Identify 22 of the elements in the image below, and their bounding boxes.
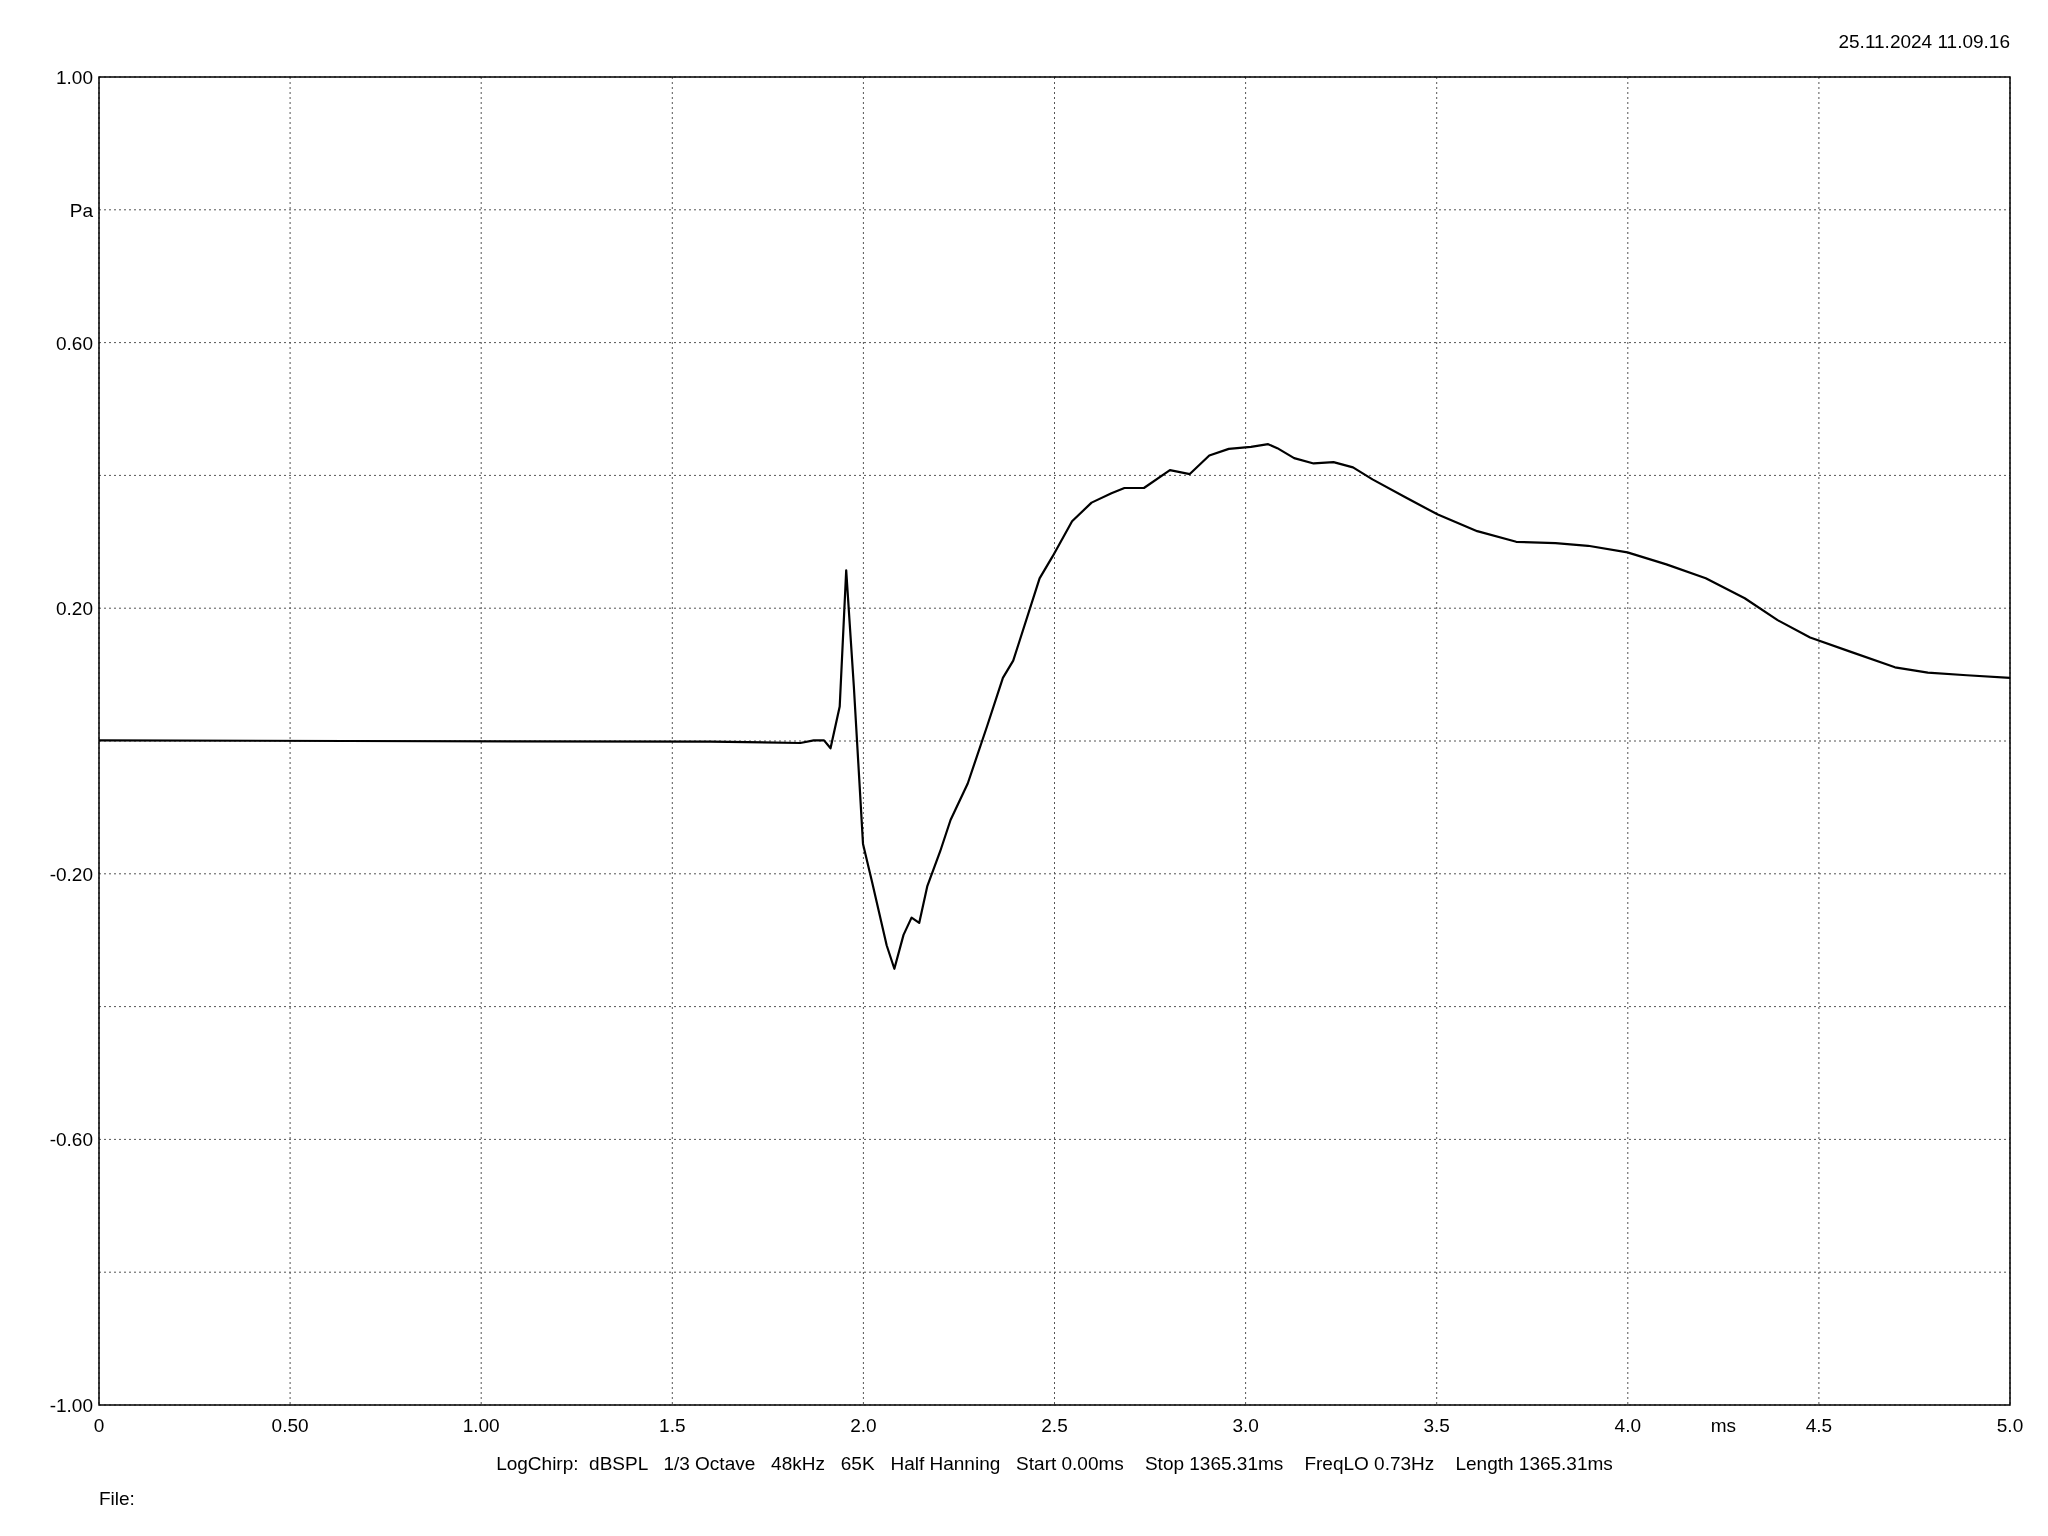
x-tick-label: 1.5	[659, 1415, 686, 1436]
x-tick-label: 0.50	[271, 1415, 309, 1436]
x-tick-label: 5.0	[1996, 1415, 2024, 1436]
x-axis-title: ms	[1710, 1415, 1737, 1436]
y-tick-label: 0.20	[56, 598, 93, 620]
x-tick-label: 3.0	[1232, 1415, 1259, 1436]
y-tick-label: -0.60	[49, 1129, 93, 1151]
x-tick-label: 3.5	[1423, 1415, 1450, 1436]
y-tick-label: Pa	[69, 199, 94, 221]
text: LogChirp: dBSPL 1/3 Octave 48kHz 65K Half Hanning Start 0.00ms Stop 1365.31ms FreqLO 0.73Hz Length 1365.31ms	[496, 1453, 1613, 1474]
y-tick-label: -0.20	[49, 863, 93, 885]
x-tick-label: 1.00	[462, 1415, 500, 1436]
text: 25.11.2024 11.09.16	[1838, 31, 2010, 52]
y-tick-label: -1.00	[49, 1395, 93, 1416]
y-tick-label: 1.00	[56, 67, 93, 88]
y-tick-label: 0.60	[56, 332, 93, 354]
x-tick-label: 2.5	[1041, 1415, 1068, 1436]
x-tick-label: 2.0	[850, 1415, 877, 1436]
text: File:	[99, 1488, 135, 1509]
x-tick-label: 0	[93, 1415, 105, 1436]
x-tick-label: 4.5	[1805, 1415, 1833, 1436]
x-tick-label: 4.0	[1614, 1415, 1642, 1436]
